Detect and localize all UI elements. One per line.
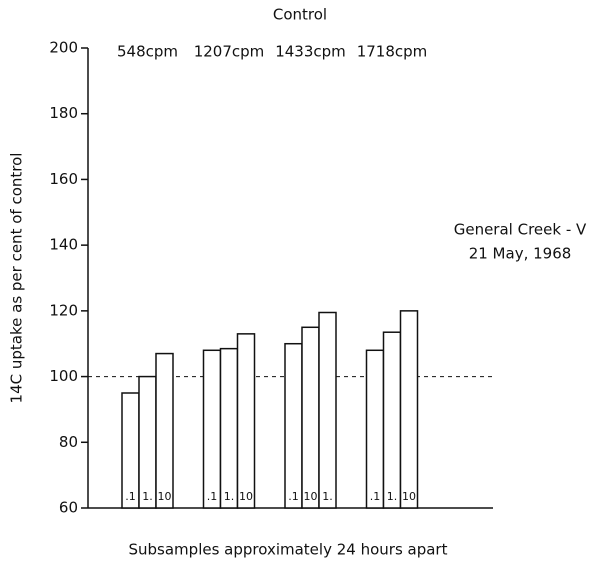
y-tick-label: 80 [59,433,78,451]
bar-label: .1 [288,490,299,503]
bar [202,349,222,509]
y-axis-label: 14C uptake as per cent of control [8,153,26,404]
y-tick-label: 140 [49,236,78,254]
bar-label: 10 [304,490,318,503]
bar [318,311,337,509]
y-tick-label: 200 [49,39,78,57]
group-label: 548cpm [117,43,178,61]
bar [219,347,239,509]
bar-label: 10 [402,490,416,503]
bar-label: 1. [322,490,333,503]
annotation: 21 May, 1968 [469,245,572,263]
bar-label: .1 [370,490,381,503]
y-tick-label: 120 [49,301,78,319]
bar-label: 10 [239,490,253,503]
bar [301,326,320,509]
bar [399,310,419,509]
bar [155,352,174,509]
bar [236,333,256,509]
bar [138,375,157,509]
bar [382,331,402,509]
group-label: 1207cpm [194,43,265,61]
bar-label: 10 [158,490,172,503]
bar-label: .1 [207,490,218,503]
group-label: 1433cpm [275,43,346,61]
y-tick-label: 60 [59,499,78,517]
y-tick-label: 180 [49,104,78,122]
bar-label: .1 [125,490,136,503]
bar-label: 1. [387,490,398,503]
y-tick-label: 100 [49,367,78,385]
chart-title: Control [273,6,327,24]
bar [284,342,303,509]
bar-label: 1. [224,490,235,503]
y-tick-label: 160 [49,170,78,188]
x-axis-label: Subsamples approximately 24 hours apart [129,541,448,559]
bar [365,349,385,509]
bar-label: 1. [142,490,153,503]
group-label: 1718cpm [357,43,428,61]
annotation: General Creek - V [454,221,587,239]
